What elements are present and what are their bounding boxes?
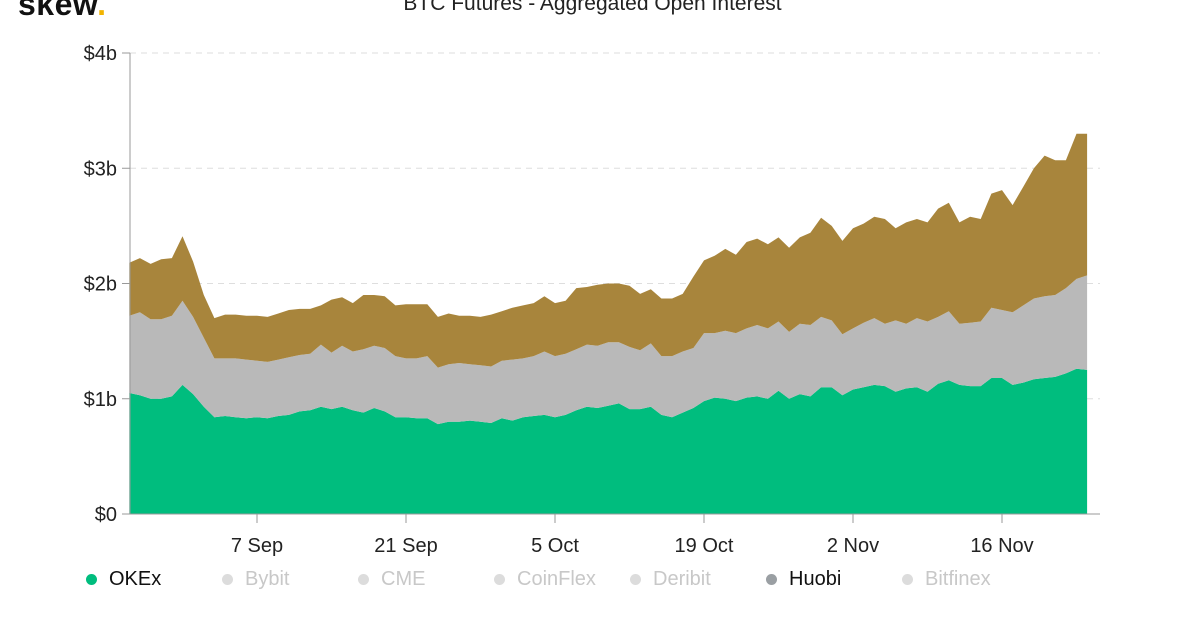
area-chart: $0 $1b $2b $3b $4b 7 Sep 21 Sep 5 Oct 19 Oct 2 No…: [84, 43, 1100, 557]
x-tick-label-0: 7 Sep: [231, 535, 283, 557]
x-tick-label-4: 2 Nov: [827, 535, 879, 557]
legend-label: Huobi: [789, 568, 842, 590]
legend-item-cme[interactable]: CME: [358, 568, 425, 591]
legend-item-bybit[interactable]: Bybit: [222, 568, 289, 591]
legend-dot-icon: [630, 574, 641, 585]
legend-item-deribit[interactable]: Deribit: [630, 568, 711, 591]
series-area-huobi: [129, 275, 1088, 425]
y-tick-label-3: $3b: [84, 158, 117, 180]
legend-label: OKEx: [109, 568, 162, 590]
y-tick-label-2: $2b: [84, 274, 117, 296]
series-area-bitfinex: [129, 133, 1088, 368]
brand-logo: skew.: [18, 0, 106, 23]
legend-dot-icon: [766, 574, 777, 585]
legend-label: Bitfinex: [925, 568, 991, 590]
legend-item-bitfinex[interactable]: Bitfinex: [902, 568, 991, 591]
legend-label: CME: [381, 568, 426, 590]
chart-title: BTC Futures - Aggregated Open Interest: [403, 0, 782, 15]
y-tick-label-4: $4b: [84, 43, 117, 65]
legend-dot-icon: [494, 574, 505, 585]
y-tick-label-0: $0: [95, 504, 117, 526]
axis-layer: $0 $1b $2b $3b $4b 7 Sep 21 Sep 5 Oct 19 Oct 2 No…: [84, 43, 1100, 557]
series-area-okex: [129, 368, 1088, 514]
legend-label: Bybit: [245, 568, 290, 590]
brand-logo-text: skew: [18, 0, 98, 22]
legend-dot-icon: [222, 574, 233, 585]
legend-item-okex[interactable]: OKEx: [86, 568, 161, 591]
legend-label: Deribit: [653, 568, 711, 590]
area-layer: [129, 133, 1088, 514]
legend-item-huobi[interactable]: Huobi: [766, 568, 841, 591]
legend-dot-icon: [86, 574, 97, 585]
legend-label: CoinFlex: [517, 568, 596, 590]
x-tick-label-5: 16 Nov: [970, 535, 1033, 557]
legend-dot-icon: [902, 574, 913, 585]
legend-dot-icon: [358, 574, 369, 585]
x-tick-label-3: 19 Oct: [675, 535, 734, 557]
brand-logo-dot: .: [97, 0, 107, 22]
legend-item-coinflex[interactable]: CoinFlex: [494, 568, 596, 591]
x-tick-label-2: 5 Oct: [531, 535, 579, 557]
legend: OKEx Bybit CME CoinFlex Deribit Huobi Bitfinex: [0, 568, 1185, 628]
x-tick-label-1: 21 Sep: [374, 535, 437, 557]
y-tick-label-1: $1b: [84, 389, 117, 411]
